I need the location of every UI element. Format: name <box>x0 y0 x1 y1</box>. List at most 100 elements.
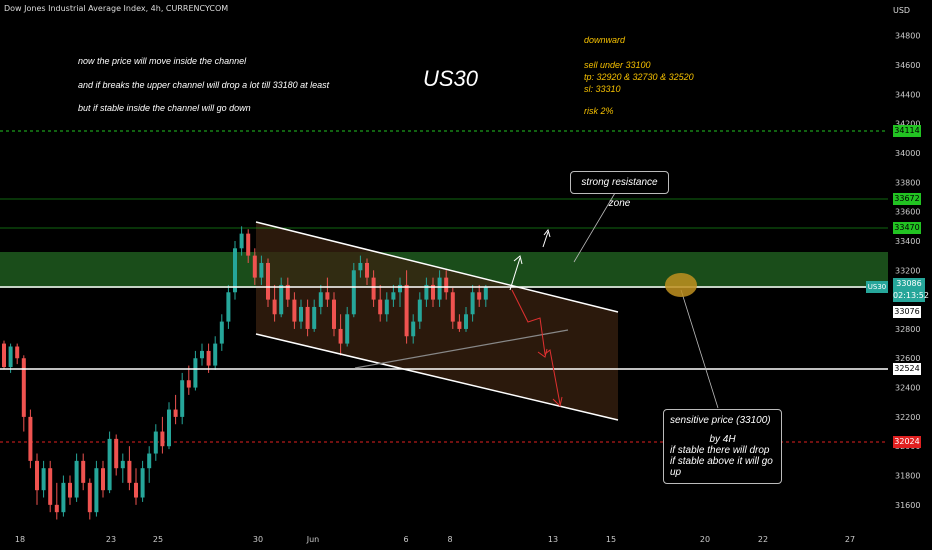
candle-body[interactable] <box>134 482 138 498</box>
candle-body[interactable] <box>259 262 264 278</box>
candle-body[interactable] <box>213 343 218 366</box>
candle-body[interactable] <box>378 299 383 315</box>
candle-body[interactable] <box>160 431 165 447</box>
candle-body[interactable] <box>404 284 409 337</box>
candle-body[interactable] <box>437 277 442 300</box>
candle-body[interactable] <box>120 460 125 469</box>
time-tick-label: 20 <box>700 535 710 544</box>
price-label-33672: 33672 <box>893 193 921 205</box>
candle-body[interactable] <box>470 292 475 315</box>
resistance-callout[interactable]: strong resistance zone <box>570 171 669 209</box>
candle-body[interactable] <box>318 292 323 307</box>
candle-body[interactable] <box>8 346 13 368</box>
candle-body[interactable] <box>252 255 257 278</box>
candle-body[interactable] <box>193 358 198 388</box>
support-trend-line[interactable] <box>354 329 569 369</box>
resistance-callout-connector <box>573 192 616 263</box>
candle-body[interactable] <box>371 277 376 300</box>
candle-body[interactable] <box>483 287 488 300</box>
price-label-34114: 34114 <box>893 125 921 137</box>
candle-body[interactable] <box>424 284 429 300</box>
candle-body[interactable] <box>101 468 105 491</box>
candle-body[interactable] <box>28 416 33 461</box>
candle-body[interactable] <box>226 292 231 322</box>
sensitive-price-marker[interactable] <box>665 273 697 297</box>
up-projection-arrow <box>509 257 521 291</box>
candle-body[interactable] <box>358 262 363 271</box>
candle-body[interactable] <box>285 284 290 300</box>
candle-body[interactable] <box>239 233 244 249</box>
channel-upper-line[interactable] <box>255 221 619 313</box>
candle-body[interactable] <box>332 299 336 329</box>
candle-body[interactable] <box>457 321 462 329</box>
candle-body[interactable] <box>147 453 152 469</box>
price-tick-label: 32600 <box>895 354 920 363</box>
candle-body[interactable] <box>74 460 79 498</box>
candle-body[interactable] <box>87 482 92 513</box>
candle-body[interactable] <box>398 284 402 293</box>
candle-body[interactable] <box>444 277 449 293</box>
candle-body[interactable] <box>279 284 284 315</box>
candles-group <box>2 226 488 520</box>
candle-body[interactable] <box>384 299 389 315</box>
candle-body[interactable] <box>107 438 112 491</box>
candle-body[interactable] <box>48 468 53 505</box>
candle-body[interactable] <box>351 270 356 315</box>
candle-body[interactable] <box>54 504 59 513</box>
candle-body[interactable] <box>312 306 317 329</box>
candle-body[interactable] <box>94 468 99 513</box>
candle-body[interactable] <box>391 292 396 300</box>
candle-body[interactable] <box>114 438 119 469</box>
candle-body[interactable] <box>219 321 224 344</box>
candle-body[interactable] <box>173 409 178 417</box>
candle-body[interactable] <box>450 292 455 322</box>
candle-body[interactable] <box>345 314 350 344</box>
candle-body[interactable] <box>246 233 251 256</box>
candle-body[interactable] <box>68 482 72 498</box>
candle-body[interactable] <box>417 299 422 322</box>
trade-risk: risk 2% <box>584 106 614 116</box>
candle-body[interactable] <box>305 306 310 329</box>
candle-body[interactable] <box>464 314 468 329</box>
candle-body[interactable] <box>206 350 211 366</box>
candle-body[interactable] <box>2 343 6 368</box>
candle-body[interactable] <box>180 380 185 417</box>
trade-direction: downward <box>584 35 626 45</box>
down-arrow-head-1 <box>537 348 548 358</box>
sensitive-callout[interactable]: sensitive price (33100) by 4H if stable … <box>663 409 782 484</box>
candle-body[interactable] <box>140 468 145 498</box>
candle-body[interactable] <box>61 482 66 513</box>
candle-body[interactable] <box>81 460 86 483</box>
candle-body[interactable] <box>35 460 39 491</box>
price-tick-label: 33800 <box>895 178 920 187</box>
price-tick-label: 31800 <box>895 472 920 481</box>
candle-body[interactable] <box>21 358 26 417</box>
price-tick-label: 34000 <box>895 149 920 158</box>
note-line-3: but if stable inside the channel will go… <box>78 103 251 113</box>
candle-body[interactable] <box>411 321 416 337</box>
candle-body[interactable] <box>41 468 46 491</box>
note-line-2: and if breaks the upper channel will dro… <box>78 80 330 90</box>
candle-body[interactable] <box>338 328 343 344</box>
candle-body[interactable] <box>200 350 204 359</box>
price-tick-label: 31600 <box>895 501 920 510</box>
candle-body[interactable] <box>186 380 191 388</box>
resistance-callout-text: strong resistance zone <box>581 177 658 209</box>
symbol-title[interactable]: Dow Jones Industrial Average Index, 4h, … <box>4 4 229 13</box>
candle-body[interactable] <box>15 346 20 359</box>
candle-body[interactable] <box>431 284 435 300</box>
candle-body[interactable] <box>127 460 132 483</box>
candle-body[interactable] <box>299 306 303 322</box>
candle-body[interactable] <box>272 299 277 315</box>
channel-lower-line[interactable] <box>255 333 619 421</box>
candle-body[interactable] <box>325 292 330 300</box>
candle-body[interactable] <box>233 248 237 293</box>
candle-body[interactable] <box>292 299 297 322</box>
candle-body[interactable] <box>153 431 158 454</box>
down-projection-arrows <box>511 289 561 405</box>
currency-label: USD <box>893 6 911 15</box>
candle-body[interactable] <box>365 262 369 278</box>
candle-body[interactable] <box>266 262 270 300</box>
candle-body[interactable] <box>167 409 171 447</box>
candle-body[interactable] <box>477 292 482 300</box>
